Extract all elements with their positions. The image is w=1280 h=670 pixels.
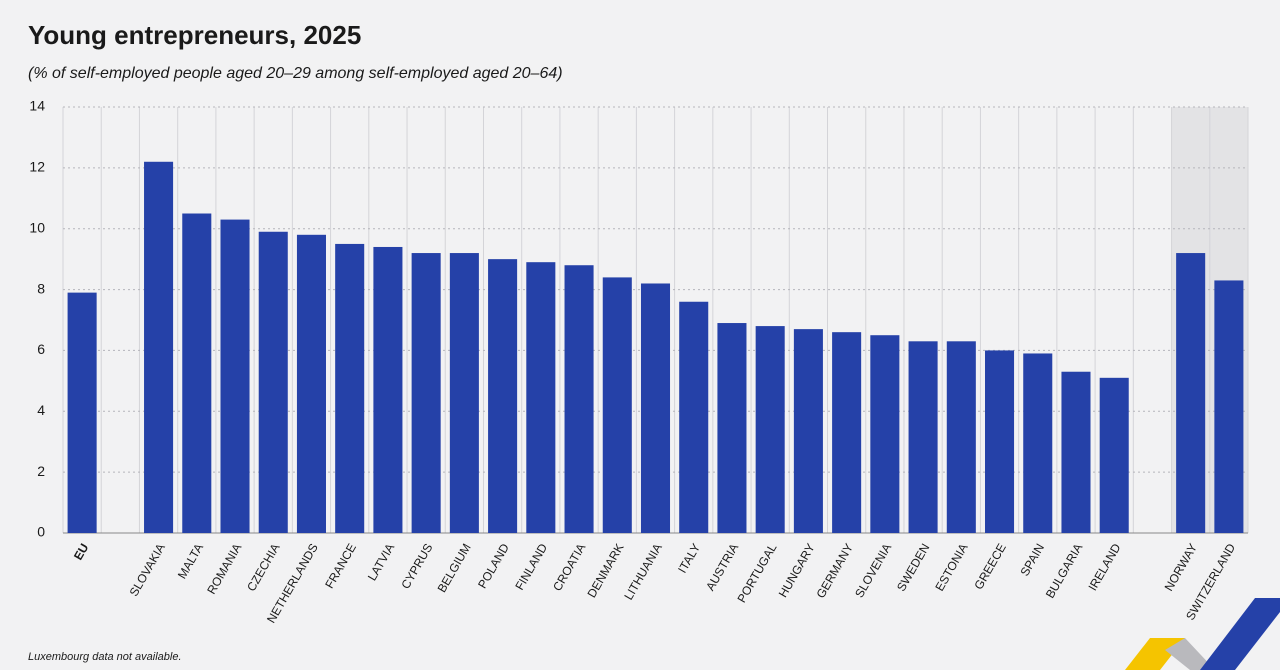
bar <box>946 341 976 533</box>
bar <box>335 243 365 533</box>
bar <box>832 332 862 533</box>
logo-yellow <box>1125 638 1185 670</box>
bar <box>67 292 97 533</box>
x-tick-label: FINLAND <box>512 541 550 593</box>
y-tick-label: 2 <box>37 463 45 479</box>
y-tick-label: 4 <box>37 402 45 418</box>
bar <box>602 277 632 533</box>
bar <box>258 231 288 533</box>
bar <box>449 253 479 534</box>
x-tick-label: ROMANIA <box>204 541 244 597</box>
footnote: Luxembourg data not available. <box>28 651 182 663</box>
chart-title: Young entrepreneurs, 2025 <box>28 20 361 50</box>
x-tick-label: ITALY <box>675 541 703 575</box>
x-tick-label: GERMANY <box>814 541 856 601</box>
y-tick-label: 0 <box>37 524 45 540</box>
x-tick-label: SLOVENIA <box>852 541 894 600</box>
bar <box>373 246 403 533</box>
x-tick-label: SPAIN <box>1017 541 1047 578</box>
bar <box>679 301 709 533</box>
y-tick-label: 10 <box>29 219 45 235</box>
x-tick-label: SLOVAKIA <box>127 541 168 599</box>
x-tick-label: BULGARIA <box>1043 541 1085 601</box>
bar <box>755 326 785 533</box>
x-tick-label: LATVIA <box>365 541 397 583</box>
bar <box>488 259 518 533</box>
x-tick-label: HUNGARY <box>776 541 818 600</box>
bar <box>717 323 747 533</box>
logo <box>1125 598 1280 670</box>
bar <box>296 234 326 534</box>
bar <box>985 350 1015 533</box>
y-tick-label: 14 <box>29 98 45 114</box>
bar <box>1176 253 1206 534</box>
bar <box>1061 371 1091 533</box>
x-tick-label: BELGIUM <box>435 541 474 595</box>
x-tick-label: FRANCE <box>322 541 359 591</box>
bar <box>411 253 441 534</box>
x-tick-label: CZECHIA <box>244 541 282 594</box>
x-tick-label: LITHUANIA <box>621 541 664 602</box>
x-tick-label: IRELAND <box>1085 541 1123 593</box>
bar <box>908 341 938 533</box>
x-tick-label: CROATIA <box>550 541 588 593</box>
logo-blue <box>1200 598 1280 670</box>
x-tick-label: MALTA <box>175 541 206 581</box>
x-tick-label: ESTONIA <box>932 541 970 593</box>
x-tick-label: AUSTRIA <box>703 541 741 593</box>
bar <box>220 219 250 534</box>
bar <box>1023 353 1053 533</box>
logo-gray <box>1165 638 1215 670</box>
x-tick-label: GREECE <box>971 541 1008 592</box>
x-tick-label: POLAND <box>475 541 512 591</box>
bar <box>793 329 823 533</box>
x-tick-label: DENMARK <box>584 541 626 600</box>
bar <box>564 265 594 533</box>
y-tick-label: 8 <box>37 280 45 296</box>
bar <box>640 283 671 533</box>
x-tick-label: CYPRUS <box>398 541 435 591</box>
bar <box>144 161 174 533</box>
bar <box>870 335 900 533</box>
x-tick-label: NORWAY <box>1162 541 1200 593</box>
bar <box>182 213 212 533</box>
x-tick-label: SWEDEN <box>894 541 932 594</box>
y-tick-label: 6 <box>37 341 45 357</box>
chart-subtitle: (% of self-employed people aged 20–29 am… <box>28 65 563 82</box>
x-tick-label: EU <box>71 541 91 562</box>
bar <box>1214 280 1244 533</box>
y-tick-label: 12 <box>29 159 45 175</box>
bar <box>1099 377 1129 533</box>
bar <box>526 262 556 533</box>
x-tick-label: PORTUGAL <box>734 541 779 605</box>
